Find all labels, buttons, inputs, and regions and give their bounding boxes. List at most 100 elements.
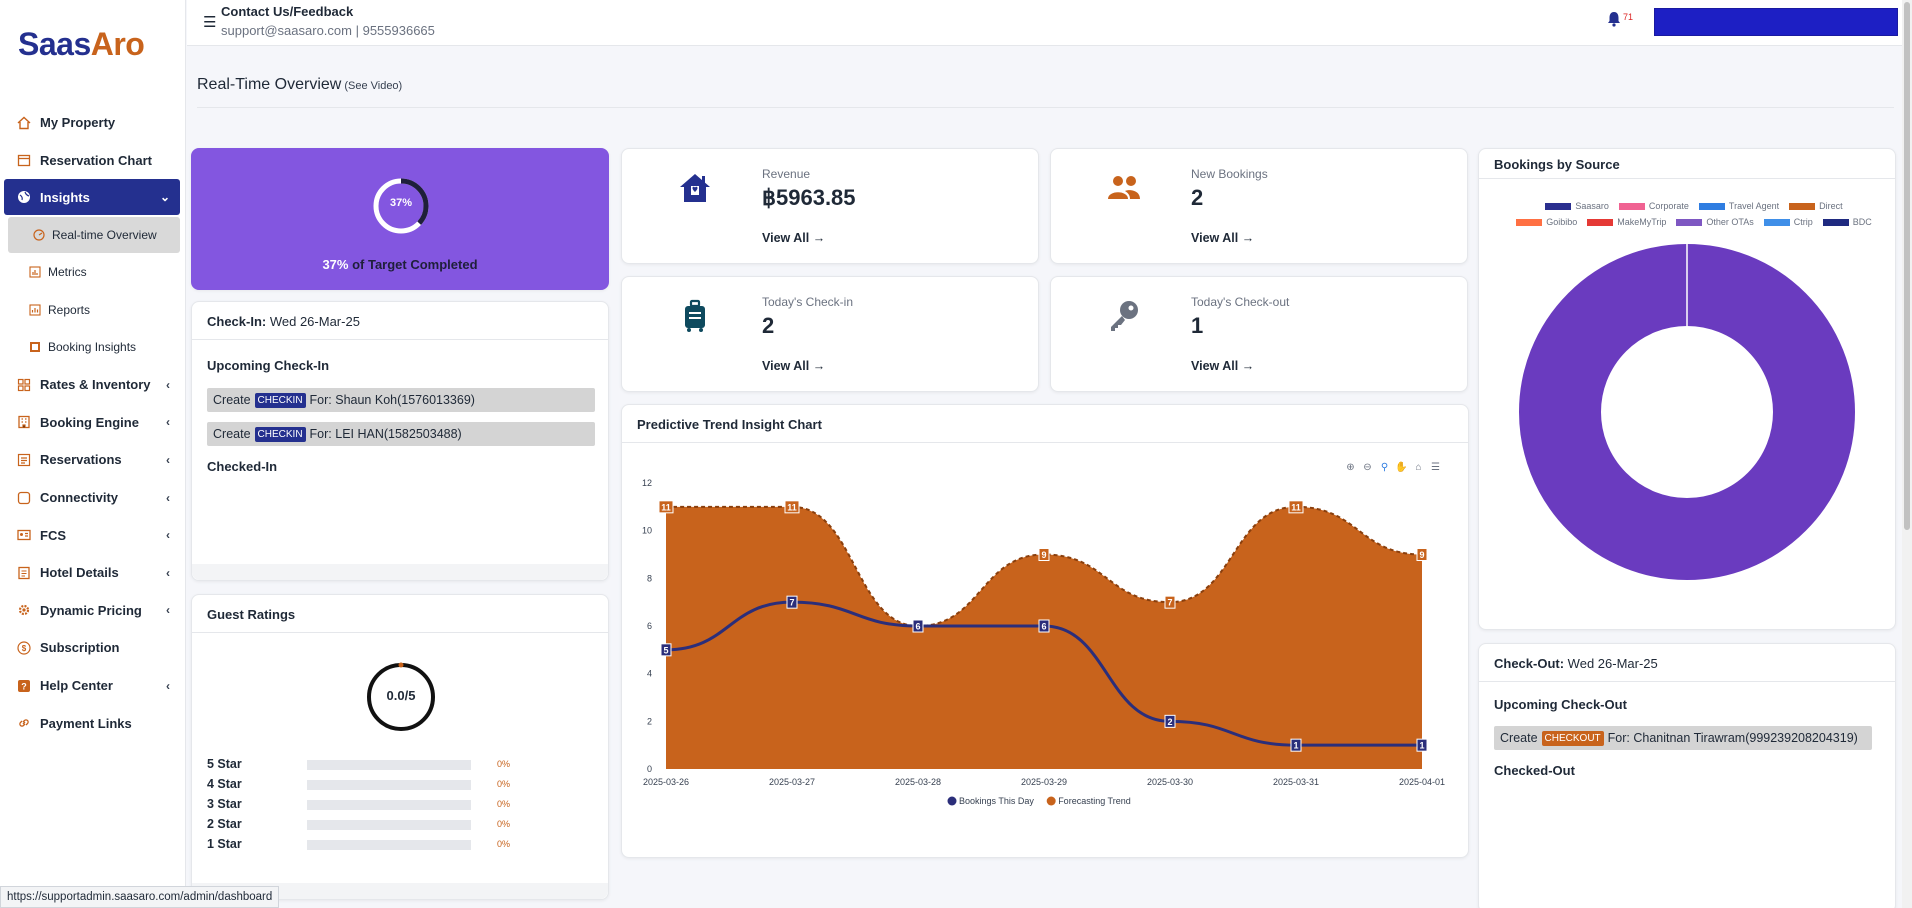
bookings-data-label-marker xyxy=(1038,619,1050,633)
create-checkin-row[interactable]: Create CHECKIN For: Shaun Koh(1576013369… xyxy=(207,388,595,412)
x-tick-label: 2025-04-01 xyxy=(1399,777,1445,787)
bookings-data-label: 7 xyxy=(789,598,794,608)
sidebar-item-rates-inventory[interactable]: Rates & Inventory ‹ xyxy=(4,366,180,404)
forecast-data-label: 7 xyxy=(1167,598,1172,608)
sidebar-item-reservations[interactable]: Reservations ‹ xyxy=(4,441,180,479)
legend-marker xyxy=(947,796,957,806)
sidebar-item-subscription[interactable]: $ Subscription xyxy=(4,629,180,667)
create-checkout-row[interactable]: Create CHECKOUT For: Chanitnan Tirawram(… xyxy=(1494,726,1872,750)
view-all-link[interactable]: View All → xyxy=(762,359,826,373)
chevron-left-icon: ‹ xyxy=(166,603,170,618)
view-all-link[interactable]: View All → xyxy=(1191,359,1255,373)
legend-label: MakeMyTrip xyxy=(1617,217,1667,227)
sidebar-subitem-metrics[interactable]: Metrics xyxy=(4,253,180,291)
legend-swatch xyxy=(1676,218,1703,226)
target-progress-card: 37% 37% of Target Completed xyxy=(191,148,609,290)
legend-item[interactable]: Other OTAs xyxy=(1676,217,1754,227)
legend-row: Goibibo MakeMyTrip Other OTAs Ctrip BDC xyxy=(1499,217,1889,227)
checkout-label: Check-Out: xyxy=(1494,656,1565,671)
create-label: Create xyxy=(1500,731,1538,745)
legend-item[interactable]: Saasaro xyxy=(1545,201,1609,211)
zoom-in-icon[interactable]: ⊕ xyxy=(1346,462,1355,473)
bookings-data-label-marker xyxy=(786,595,798,609)
sidebar-item-my-property[interactable]: My Property xyxy=(4,104,180,142)
guest-ratings-title: Guest Ratings xyxy=(192,595,608,633)
menu-toggle-icon[interactable]: ☰ xyxy=(203,14,217,31)
sidebar-item-label: Payment Links xyxy=(40,715,132,731)
see-video-link[interactable]: (See Video) xyxy=(344,80,403,92)
legend-label: Direct xyxy=(1819,201,1843,211)
sidebar-item-connectivity[interactable]: Connectivity ‹ xyxy=(4,479,180,517)
zoom-out-icon[interactable]: ⊖ xyxy=(1363,462,1372,473)
legend-swatch xyxy=(1516,218,1543,226)
legend-item[interactable]: Direct xyxy=(1789,201,1843,211)
forecast-data-label: 9 xyxy=(1041,550,1046,560)
reset-home-icon[interactable]: ⌂ xyxy=(1415,462,1422,473)
notification-count: 71 xyxy=(1623,12,1634,22)
rating-percent: 0% xyxy=(497,819,511,829)
brand-logo[interactable]: SaasAro xyxy=(18,26,145,63)
target-text-percent: 37% xyxy=(322,257,349,272)
sidebar-item-label: Hotel Details xyxy=(40,565,119,581)
pan-icon[interactable]: ✋ xyxy=(1395,462,1408,473)
bookings-data-label: 5 xyxy=(663,645,668,655)
rating-percent: 0% xyxy=(497,779,511,789)
page-title: Real-Time Overview (See Video) xyxy=(197,76,402,94)
contact-separator: | xyxy=(351,23,363,38)
list-icon xyxy=(16,452,32,468)
bookings-data-label: 1 xyxy=(1419,741,1424,751)
guest-name: For: Shaun Koh(1576013369) xyxy=(309,393,475,407)
zoom-select-icon[interactable]: ⚲ xyxy=(1380,462,1389,473)
kpi-label: Today's Check-out xyxy=(1191,295,1290,309)
contact-title[interactable]: Contact Us/Feedback xyxy=(221,4,354,19)
page-scrollbar[interactable] xyxy=(1902,0,1912,908)
rating-label: 1 Star xyxy=(207,837,242,851)
legend-item[interactable]: BDC xyxy=(1822,217,1872,227)
sidebar-item-booking-engine[interactable]: Booking Engine ‹ xyxy=(4,404,180,442)
view-all-link[interactable]: View All → xyxy=(1191,231,1255,245)
sidebar-subitem-reports[interactable]: Reports xyxy=(4,291,180,329)
sidebar-subitem-booking-insights[interactable]: Booking Insights xyxy=(4,328,180,366)
kpi-label: Revenue xyxy=(762,167,811,181)
rating-row: 3 Star 0% xyxy=(207,795,597,815)
rating-row: 4 Star 0% xyxy=(207,775,597,795)
chevron-left-icon: ‹ xyxy=(166,528,170,543)
sidebar-item-hotel-details[interactable]: Hotel Details ‹ xyxy=(4,554,180,592)
kpi-value: 2 xyxy=(1191,185,1204,210)
legend-item[interactable]: Travel Agent xyxy=(1698,201,1779,211)
sidebar-item-payment-links[interactable]: Payment Links xyxy=(4,704,180,742)
scrollbar-thumb[interactable] xyxy=(1904,2,1910,530)
view-all-link[interactable]: View All → xyxy=(762,231,826,245)
contact-details: support@saasaro.com | 9555936665 xyxy=(221,23,435,38)
contact-email[interactable]: support@saasaro.com xyxy=(221,23,352,38)
create-checkin-row[interactable]: Create CHECKIN For: LEI HAN(1582503488) xyxy=(207,422,595,446)
legend-swatch xyxy=(1698,202,1725,210)
source-chart-title: Bookings by Source xyxy=(1479,149,1895,179)
todays-checkin-card: Today's Check-in 2 View All → xyxy=(621,276,1039,392)
forecast-data-label: 11 xyxy=(661,502,671,512)
chart-menu-icon[interactable]: ☰ xyxy=(1431,462,1440,473)
notification-bell-icon[interactable] xyxy=(1605,10,1625,30)
sidebar-subitem-real-time-overview[interactable]: Real-time Overview xyxy=(8,217,180,254)
contact-phone[interactable]: 9555936665 xyxy=(362,23,435,38)
sidebar-item-dynamic-pricing[interactable]: Dynamic Pricing ‹ xyxy=(4,592,180,630)
sidebar-item-fcs[interactable]: FCS ‹ xyxy=(4,516,180,554)
source-legend: Saasaro Corporate Travel Agent Direct Goibib… xyxy=(1499,201,1889,233)
key-icon xyxy=(1105,297,1143,335)
sidebar-item-reservation-chart[interactable]: Reservation Chart xyxy=(4,142,180,180)
sidebar-item-insights[interactable]: Insights ⌄ xyxy=(4,179,180,216)
legend-item[interactable]: Ctrip xyxy=(1763,217,1813,227)
sidebar-item-help-center[interactable]: ? Help Center ‹ xyxy=(4,667,180,705)
bookings-data-label-marker xyxy=(912,619,924,633)
forecast-line xyxy=(666,505,1423,628)
legend-swatch xyxy=(1618,202,1645,210)
y-tick-label: 2 xyxy=(647,716,652,726)
user-menu[interactable] xyxy=(1654,8,1898,36)
legend-item[interactable]: Corporate xyxy=(1618,201,1689,211)
grid-icon xyxy=(16,377,32,393)
bar-chart-icon xyxy=(28,265,42,279)
forecast-data-label-marker xyxy=(1038,548,1050,561)
rating-bar xyxy=(307,840,471,850)
legend-item[interactable]: MakeMyTrip xyxy=(1587,217,1666,227)
legend-item[interactable]: Goibibo xyxy=(1516,217,1577,227)
